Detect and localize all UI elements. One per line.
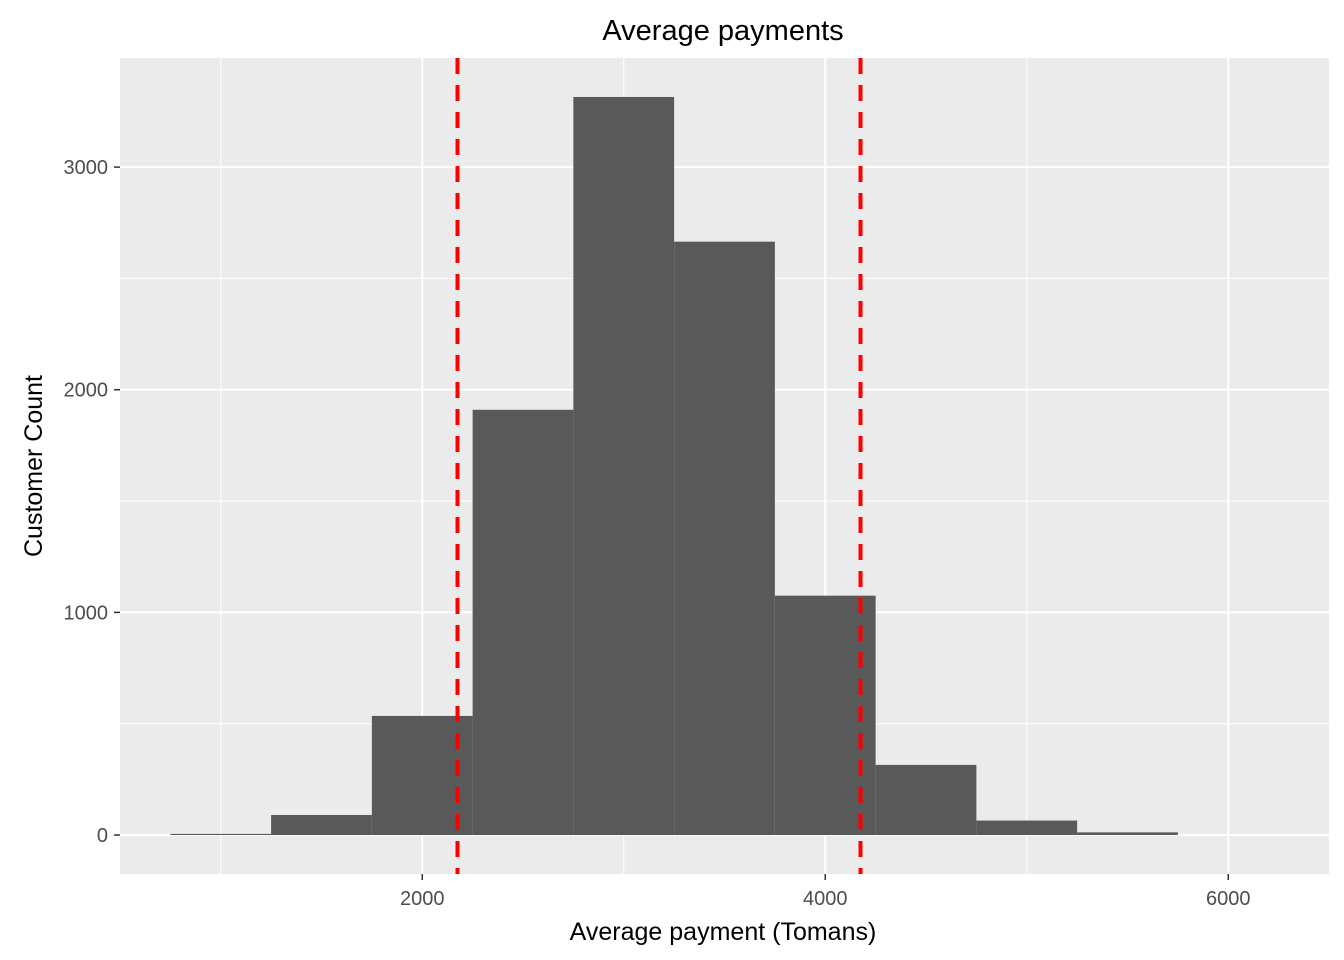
- histogram-bar: [875, 764, 977, 836]
- histogram-bars: [170, 96, 1178, 836]
- x-axis-title: Average payment (Tomans): [570, 918, 877, 946]
- y-axis-ticks: 0 1000 2000 3000: [64, 157, 120, 847]
- histogram-bar: [976, 820, 1078, 836]
- y-tick-label: 1000: [64, 602, 109, 624]
- histogram-bar: [472, 409, 574, 836]
- x-tick-label: 4000: [803, 888, 848, 910]
- reference-lines: [455, 58, 863, 874]
- y-tick-label: 0: [97, 825, 108, 847]
- histogram-bar: [271, 814, 372, 836]
- histogram-bar: [1077, 832, 1178, 836]
- histogram-bar: [170, 833, 272, 836]
- histogram-bar: [674, 241, 775, 836]
- histogram-bar: [573, 96, 675, 836]
- chart-title: Average payments: [602, 15, 843, 47]
- y-tick-label: 2000: [64, 380, 109, 402]
- x-tick-label: 2000: [400, 888, 445, 910]
- y-tick-label: 3000: [64, 157, 109, 179]
- y-axis-title: Customer Count: [20, 375, 48, 557]
- x-tick-label: 6000: [1206, 888, 1251, 910]
- x-axis-ticks: 2000 4000 6000: [400, 874, 1251, 910]
